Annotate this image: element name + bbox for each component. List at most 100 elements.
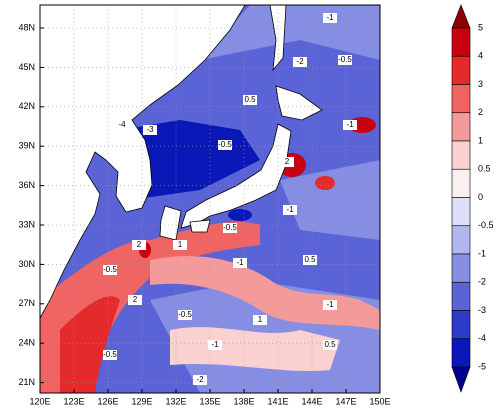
colorbar-label: -1 — [478, 248, 486, 258]
colorbar-segment — [451, 225, 471, 255]
contour-label-bg — [323, 300, 337, 310]
contour-label: 2 — [137, 240, 142, 249]
field-patch — [228, 209, 252, 221]
lat-label: 30N — [18, 259, 35, 269]
contour-label: -3 — [146, 125, 154, 134]
lat-label: 48N — [18, 22, 35, 32]
contour-label-bg — [323, 340, 337, 350]
lon-label: 144E — [301, 396, 322, 406]
colorbar-segment — [451, 281, 471, 311]
colorbar-segment — [451, 338, 471, 368]
contour-label-bg — [223, 223, 237, 233]
contour-label: -0.5 — [218, 140, 232, 149]
lon-label: 120E — [29, 396, 50, 406]
lat-label: 45N — [18, 62, 35, 72]
colorbar-segment — [451, 310, 471, 340]
contour-label: -1 — [326, 13, 334, 22]
contour-label-bg — [283, 205, 297, 215]
contour-label: 2 — [133, 295, 138, 304]
lon-label: 126E — [97, 396, 118, 406]
land-mainland — [40, 5, 246, 319]
colorbar-segment — [451, 140, 471, 170]
contour-label-bg — [253, 315, 267, 325]
lat-label: 21N — [18, 377, 35, 387]
contour-label: 0.5 — [324, 340, 336, 349]
colorbar-segment — [451, 84, 471, 114]
lon-label: 129E — [131, 396, 152, 406]
colorbar-label: 1 — [478, 135, 483, 145]
contour-label: -1 — [346, 120, 354, 129]
contour-label-bg — [303, 255, 317, 265]
contour-label: -2 — [196, 375, 204, 384]
lat-label: 39N — [18, 141, 35, 151]
contour-label-bg — [128, 295, 142, 305]
colorbar-extend-bottom — [451, 366, 471, 393]
contour-label: -1 — [286, 205, 294, 214]
contour-label: -0.5 — [103, 265, 117, 274]
contour-label: -0.5 — [103, 350, 117, 359]
contour-label: -2 — [296, 57, 304, 66]
contour-labels: -1 -0.5 -2 -4 -3 -0.5 0.5 2 -1 -0.5 1 2 -0.5 -1 0.5 -0.… — [103, 13, 357, 385]
contour-label-bg — [293, 57, 307, 67]
lon-label: 138E — [233, 396, 254, 406]
lat-label: 33N — [18, 219, 35, 229]
contour-label-bg — [132, 240, 146, 250]
contour-label: 0.5 — [244, 95, 256, 104]
lon-label: 135E — [199, 396, 220, 406]
colorbar-label: -4 — [478, 333, 486, 343]
contour-label-bg — [218, 140, 232, 150]
contour-label-bg — [208, 340, 222, 350]
contour-label: 1 — [178, 240, 183, 249]
contour-label: -1 — [211, 340, 219, 349]
colorbar-label: -2 — [478, 277, 486, 287]
lat-label: 24N — [18, 338, 35, 348]
contour-label-bg — [103, 350, 117, 360]
field-patch — [280, 160, 380, 240]
contour-label: -4 — [118, 120, 126, 129]
land-kyushu — [159, 205, 182, 241]
land-shikoku — [189, 219, 211, 233]
contour-label: 0.5 — [304, 255, 316, 264]
colorbar-label: 0 — [478, 192, 483, 202]
contour-label: -1 — [236, 258, 244, 267]
colorbar-label: 0.5 — [478, 164, 491, 174]
lat-label: 42N — [18, 101, 35, 111]
lon-label: 123E — [63, 396, 84, 406]
colorbar-label: -3 — [478, 305, 486, 315]
map-field — [40, 5, 380, 393]
colorbar-label: -5 — [478, 361, 486, 371]
contour-label-bg — [103, 265, 117, 275]
contour-label-bg — [280, 157, 294, 167]
colorbar-segment — [451, 112, 471, 142]
contour-label-bg — [143, 125, 157, 135]
field-patch — [150, 256, 380, 330]
contour-label-bg — [338, 55, 352, 65]
contour-label-bg — [243, 95, 257, 105]
contour-label-bg — [115, 120, 129, 130]
contour-label: 2 — [285, 157, 290, 166]
colorbar-segment — [451, 253, 471, 283]
colorbar-label: 5 — [478, 22, 483, 32]
lat-label: 27N — [18, 298, 35, 308]
contour-label-bg — [343, 120, 357, 130]
contour-label: -0.5 — [338, 55, 352, 64]
contour-label-bg — [323, 13, 337, 23]
colorbar-label: 3 — [478, 79, 483, 89]
colorbar-label: 4 — [478, 51, 483, 61]
lon-label: 132E — [165, 396, 186, 406]
contour-label: -0.5 — [178, 310, 192, 319]
colorbar-label: 2 — [478, 107, 483, 117]
colorbar-segment — [451, 197, 471, 227]
colorbar-segment — [451, 27, 471, 57]
lon-label: 150E — [369, 396, 390, 406]
contour-label: -1 — [326, 300, 334, 309]
colorbar: 5 4 3 2 1 0.5 0 -0.5 -1 -2 -3 -4 -5 — [451, 4, 494, 393]
field-patch — [60, 296, 120, 393]
colorbar-segment — [451, 168, 471, 198]
contour-label-bg — [178, 310, 192, 320]
field-patch — [315, 176, 335, 190]
contour-label-bg — [193, 375, 207, 385]
contour-label: 1 — [258, 315, 263, 324]
lon-label: 141E — [267, 396, 288, 406]
